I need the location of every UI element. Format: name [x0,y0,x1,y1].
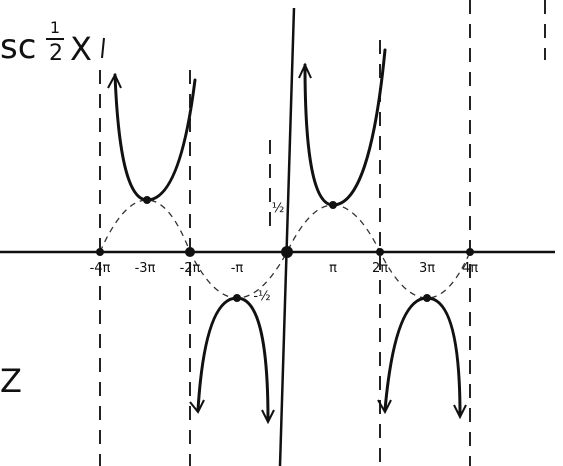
y-tick-label: ½ [272,201,285,216]
point [466,248,474,256]
x-tick-label: -4π [90,261,111,276]
x-tick-label: 2π [372,261,388,276]
graph-sketch: sc 1 2 X Z -4π -3π -2π -π π 2π 3π 4π ½ -½ [0,0,563,466]
point [376,248,384,256]
x-tick-label: -π [231,261,244,276]
x-tick-label: -3π [135,261,156,276]
point [423,294,431,302]
title-numerator: 1 [50,18,60,37]
margin-letter: Z [0,362,22,400]
x-tick-label: 3π [419,261,435,276]
y-tick-label: -½ [253,289,270,304]
x-tick-label: -2π [180,261,201,276]
x-tick-label: π [329,261,337,276]
title-denominator: 2 [49,41,63,66]
point [233,294,241,302]
point [96,248,104,256]
point [143,196,151,204]
x-tick-label: 4π [462,261,478,276]
point [185,247,195,257]
title-variable: X [70,30,92,68]
point [281,246,293,258]
title-prefix: sc [0,27,36,67]
point [329,201,337,209]
